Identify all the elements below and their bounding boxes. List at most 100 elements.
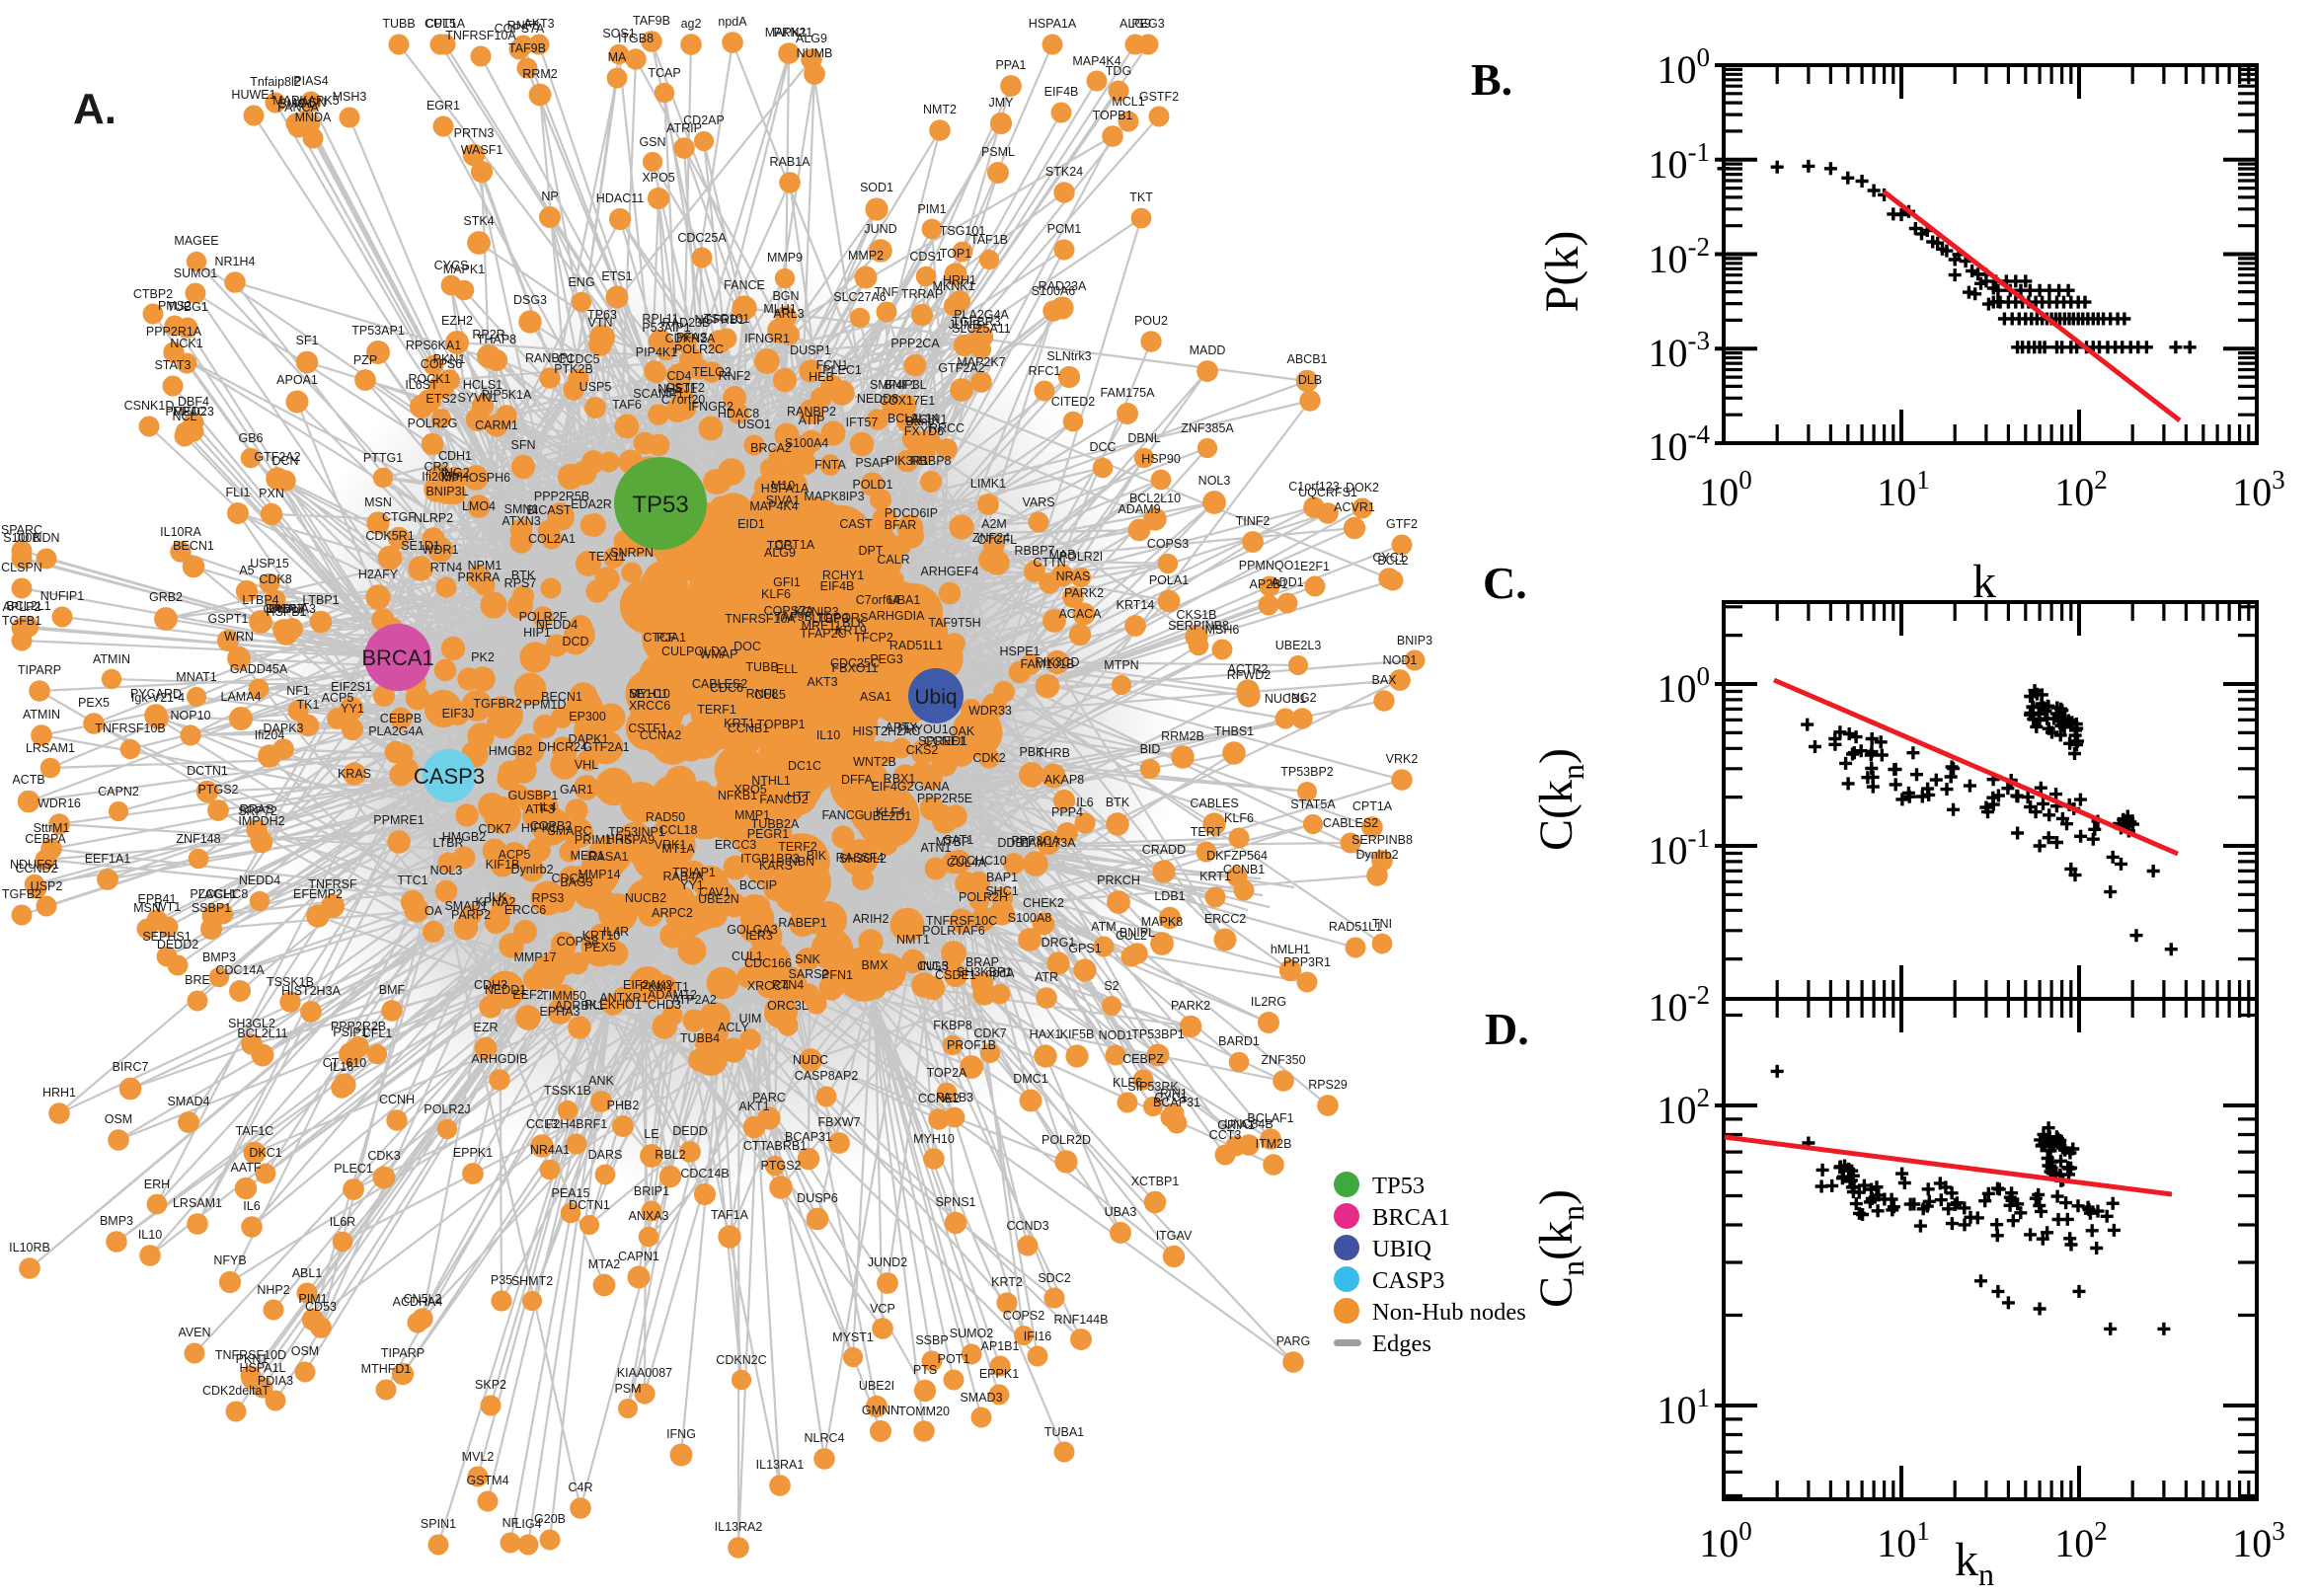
svg-text:HSP90: HSP90 bbox=[1141, 452, 1181, 466]
svg-text:USP5: USP5 bbox=[579, 380, 612, 394]
svg-text:FAM101B: FAM101B bbox=[1021, 657, 1075, 671]
svg-text:TTC1: TTC1 bbox=[397, 874, 427, 887]
svg-text:SMAD1: SMAD1 bbox=[444, 899, 487, 913]
svg-text:IL6: IL6 bbox=[1076, 796, 1093, 809]
svg-text:FCN1: FCN1 bbox=[816, 358, 849, 372]
svg-text:SAT1: SAT1 bbox=[944, 833, 973, 847]
svg-text:TSSK1B: TSSK1B bbox=[544, 1084, 591, 1098]
svg-text:EZH2: EZH2 bbox=[441, 314, 473, 328]
svg-text:CUL1: CUL1 bbox=[732, 950, 763, 963]
svg-text:PLA2G4A: PLA2G4A bbox=[368, 724, 424, 738]
svg-text:MMP17: MMP17 bbox=[513, 950, 556, 964]
svg-text:POLR2J: POLR2J bbox=[424, 1102, 470, 1116]
svg-text:DUSP1: DUSP1 bbox=[790, 343, 831, 357]
svg-text:PPP3CA: PPP3CA bbox=[1011, 834, 1060, 848]
svg-text:PPP3R1: PPP3R1 bbox=[1283, 955, 1331, 969]
svg-text:TELO2: TELO2 bbox=[692, 365, 732, 379]
svg-text:WNT2B: WNT2B bbox=[853, 755, 896, 769]
svg-text:TNI: TNI bbox=[1372, 917, 1392, 931]
svg-text:SKP2: SKP2 bbox=[475, 1378, 506, 1392]
svg-text:WDR33: WDR33 bbox=[968, 704, 1012, 718]
svg-text:CUL5: CUL5 bbox=[425, 17, 456, 31]
svg-text:EIF2AK2: EIF2AK2 bbox=[623, 978, 672, 992]
svg-text:RPL11: RPL11 bbox=[642, 312, 678, 326]
svg-text:JUNB: JUNB bbox=[949, 318, 981, 332]
svg-text:RBBP8: RBBP8 bbox=[911, 454, 952, 468]
svg-text:CTCFL: CTCFL bbox=[977, 533, 1017, 547]
svg-text:TGFB1: TGFB1 bbox=[2, 614, 41, 628]
svg-text:CASP3: CASP3 bbox=[414, 764, 485, 789]
svg-text:CFL1: CFL1 bbox=[362, 1026, 393, 1040]
svg-text:MAP2K7: MAP2K7 bbox=[957, 355, 1005, 369]
svg-text:IL6: IL6 bbox=[243, 1199, 260, 1213]
svg-text:RNF8: RNF8 bbox=[507, 19, 540, 33]
svg-text:SMF4F1: SMF4F1 bbox=[870, 378, 917, 392]
svg-text:TCAP: TCAP bbox=[648, 66, 680, 80]
svg-text:BGN: BGN bbox=[772, 289, 799, 303]
svg-text:SSBP: SSBP bbox=[915, 1333, 948, 1347]
svg-text:JUND2: JUND2 bbox=[868, 1255, 907, 1269]
svg-text:PIK3CD: PIK3CD bbox=[1035, 655, 1079, 669]
svg-text:CAPN2: CAPN2 bbox=[98, 785, 139, 798]
svg-text:MMP2: MMP2 bbox=[848, 249, 884, 263]
svg-text:RANBP2: RANBP2 bbox=[787, 405, 836, 418]
svg-text:G20B: G20B bbox=[534, 1512, 566, 1526]
svg-text:BTK: BTK bbox=[1106, 796, 1130, 809]
svg-text:TSG101: TSG101 bbox=[704, 312, 750, 326]
svg-text:CSNK1D: CSNK1D bbox=[124, 399, 175, 413]
svg-text:FANCG: FANCG bbox=[821, 808, 864, 822]
svg-text:CDS1: CDS1 bbox=[909, 250, 942, 264]
svg-text:HSPA9: HSPA9 bbox=[615, 833, 655, 847]
svg-text:BCLAF1: BCLAF1 bbox=[1247, 1111, 1293, 1125]
svg-text:DOC: DOC bbox=[733, 640, 761, 653]
svg-text:RAD51L1: RAD51L1 bbox=[889, 639, 943, 652]
svg-text:GUSBP1: GUSBP1 bbox=[508, 789, 559, 802]
svg-text:RBL2: RBL2 bbox=[655, 1148, 685, 1162]
svg-text:CCL3: CCL3 bbox=[526, 1117, 558, 1131]
svg-text:VASN: VASN bbox=[293, 96, 326, 110]
svg-text:BNIP3: BNIP3 bbox=[1397, 634, 1432, 647]
svg-text:SMAD3: SMAD3 bbox=[960, 1391, 1002, 1405]
svg-text:TRRAP: TRRAP bbox=[901, 287, 943, 301]
svg-text:NF1: NF1 bbox=[286, 684, 310, 698]
svg-text:NFYB: NFYB bbox=[213, 1254, 246, 1267]
svg-text:NHEJ1: NHEJ1 bbox=[657, 382, 697, 396]
svg-text:JUND: JUND bbox=[864, 222, 896, 236]
svg-text:UBE2N: UBE2N bbox=[698, 892, 739, 906]
svg-text:SLNtrk3: SLNtrk3 bbox=[1046, 349, 1091, 363]
svg-text:TIPARP: TIPARP bbox=[381, 1346, 425, 1360]
svg-text:STAT3: STAT3 bbox=[154, 358, 191, 372]
svg-text:ACLY: ACLY bbox=[718, 1021, 749, 1034]
svg-text:GPS1: GPS1 bbox=[1068, 942, 1101, 955]
svg-text:NR1H4: NR1H4 bbox=[215, 255, 256, 268]
svg-text:IL2RG: IL2RG bbox=[1251, 995, 1286, 1009]
svg-text:S100A4: S100A4 bbox=[785, 436, 829, 450]
svg-text:RFWD2: RFWD2 bbox=[1227, 668, 1271, 682]
svg-text:BARD1: BARD1 bbox=[1218, 1034, 1260, 1048]
svg-text:POLD1: POLD1 bbox=[853, 478, 893, 492]
svg-text:RCHY1: RCHY1 bbox=[822, 569, 864, 582]
svg-text:CDC14A: CDC14A bbox=[215, 963, 265, 977]
svg-text:kn: kn bbox=[1955, 1534, 1994, 1591]
svg-text:RFC1: RFC1 bbox=[1029, 364, 1061, 378]
svg-text:ARPC2: ARPC2 bbox=[652, 906, 693, 920]
svg-text:ZNF148: ZNF148 bbox=[176, 832, 220, 846]
svg-text:ASA1: ASA1 bbox=[860, 690, 891, 704]
svg-text:EFEMP2: EFEMP2 bbox=[293, 887, 343, 901]
svg-text:SH3GL2: SH3GL2 bbox=[839, 852, 887, 866]
svg-text:DFFA: DFFA bbox=[841, 773, 874, 787]
svg-text:E2F1: E2F1 bbox=[1300, 560, 1330, 573]
svg-text:TUBG1: TUBG1 bbox=[167, 300, 208, 314]
svg-text:MYST1: MYST1 bbox=[832, 1330, 874, 1344]
svg-text:GMNN: GMNN bbox=[862, 1404, 899, 1417]
svg-text:TP53BP2: TP53BP2 bbox=[1280, 765, 1334, 779]
svg-text:PKN1: PKN1 bbox=[236, 1352, 269, 1366]
svg-text:CCNB1: CCNB1 bbox=[1223, 863, 1265, 876]
svg-text:PPP4: PPP4 bbox=[1051, 805, 1083, 819]
svg-text:CKS2: CKS2 bbox=[906, 743, 939, 757]
svg-text:SOS1: SOS1 bbox=[602, 27, 635, 40]
svg-text:RPS7: RPS7 bbox=[504, 576, 537, 590]
svg-text:POLR2D: POLR2D bbox=[1042, 1133, 1091, 1147]
svg-text:BRCA2: BRCA2 bbox=[750, 441, 792, 455]
svg-text:IER3: IER3 bbox=[745, 929, 773, 943]
